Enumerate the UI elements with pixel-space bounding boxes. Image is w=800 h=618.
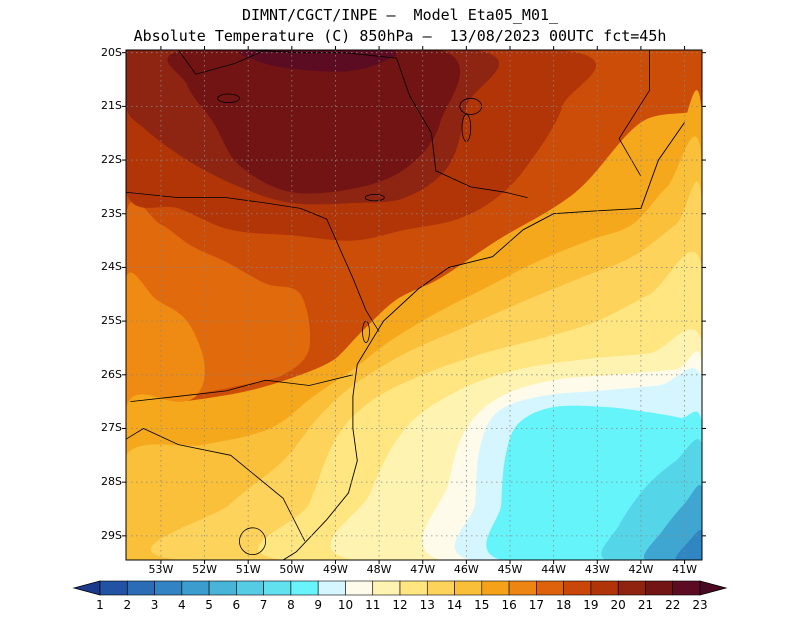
colorbar-swatch xyxy=(645,580,674,596)
colorbar-label: 17 xyxy=(528,598,544,612)
lake-3 xyxy=(364,194,385,202)
colorbar-swatch xyxy=(126,580,155,596)
colorbar-swatch xyxy=(399,580,428,596)
colorbar-swatch xyxy=(372,580,401,596)
lat-label: 25S xyxy=(101,314,122,328)
lat-label: 27S xyxy=(101,421,122,435)
colorbar-label: 8 xyxy=(287,598,295,612)
colorbar-swatch xyxy=(454,580,483,596)
colorbar-label: 2 xyxy=(123,598,132,612)
colorbar-swatch xyxy=(536,580,564,596)
state-border-6 xyxy=(126,428,306,542)
colorbar-swatch xyxy=(154,580,183,596)
colorbar-label: 18 xyxy=(555,598,572,612)
colorbar-arrow-high xyxy=(699,580,728,596)
lake-5 xyxy=(239,527,267,556)
lake-1 xyxy=(217,93,240,104)
lon-label: 51W xyxy=(235,563,261,576)
lon-label: 44W xyxy=(541,563,567,576)
colorbar-label: 14 xyxy=(446,598,463,612)
lat-label: 22S xyxy=(101,153,122,167)
coastline xyxy=(282,122,685,560)
colorbar-swatch xyxy=(481,580,510,596)
lon-label: 48W xyxy=(366,563,392,576)
colorbar-label: 4 xyxy=(177,598,186,612)
colorbar-label: 16 xyxy=(501,598,517,612)
colorbar-swatch xyxy=(290,580,319,596)
lon-label: 46W xyxy=(453,563,479,576)
colorbar-label: 15 xyxy=(474,598,490,612)
lon-label: 50W xyxy=(279,563,305,576)
lon-label: 52W xyxy=(192,563,217,576)
colorbar-swatch xyxy=(99,580,128,596)
colorbar-swatch xyxy=(181,580,210,596)
lat-label: 23S xyxy=(101,206,122,220)
colorbar-label: 5 xyxy=(205,598,213,612)
colorbar-label: 21 xyxy=(637,598,654,612)
lon-label: 53W xyxy=(148,563,174,576)
colorbar-swatch xyxy=(345,580,374,596)
colorbar-label: 1 xyxy=(96,598,104,612)
colorbar-label: 10 xyxy=(337,598,354,612)
colorbar-label: 11 xyxy=(365,598,381,612)
lon-label: 42W xyxy=(628,563,654,576)
state-border-1 xyxy=(130,374,353,402)
colorbar-label: 23 xyxy=(692,598,708,612)
lon-label: 43W xyxy=(584,563,610,576)
colorbar-label: 9 xyxy=(314,598,322,612)
colorbar-swatch xyxy=(263,580,292,596)
lat-label: 20S xyxy=(101,45,122,59)
state-border-3 xyxy=(178,50,266,75)
temp-region-23c xyxy=(239,50,397,72)
colorbar-label: 22 xyxy=(665,598,681,612)
colorbar-label: 12 xyxy=(392,598,408,612)
map-title-line-2: Absolute Temperature (C) 850hPa — 13/08/… xyxy=(133,27,667,45)
geographic-lines xyxy=(126,50,685,560)
colorbar-label: 13 xyxy=(419,598,435,612)
lon-label: 47W xyxy=(410,563,436,576)
colorbar-swatch xyxy=(208,580,237,596)
colorbar-swatch xyxy=(317,580,346,596)
colorbar-swatch xyxy=(236,580,264,596)
plot-frame xyxy=(125,49,703,561)
colorbar-label: 6 xyxy=(232,598,241,612)
axis-ticks xyxy=(122,46,706,564)
temp-region-17c xyxy=(126,272,205,421)
colorbar-swatch xyxy=(563,580,592,596)
colorbar-swatch xyxy=(672,580,701,596)
temp-region-7c xyxy=(643,485,702,560)
lat-label: 21S xyxy=(101,99,122,113)
lat-label: 26S xyxy=(101,367,122,381)
colorbar-arrow-low xyxy=(72,580,101,596)
colorbar-label: 20 xyxy=(610,598,626,612)
colorbar-swatch xyxy=(508,580,537,596)
lat-label: 24S xyxy=(101,260,122,274)
colorbar-label: 3 xyxy=(150,598,159,612)
colorbar-swatch xyxy=(590,580,619,596)
state-border-2 xyxy=(126,191,380,333)
colorbar-label: 7 xyxy=(259,598,268,612)
state-border-5 xyxy=(618,50,650,177)
lon-label: 41W xyxy=(672,563,697,576)
lat-lon-grid xyxy=(126,50,702,560)
temp-region-22c xyxy=(167,50,461,194)
colorbar-swatch xyxy=(617,580,646,596)
colorbar-label: 19 xyxy=(583,598,599,612)
lat-label: 28S xyxy=(101,475,122,489)
lon-label: 45W xyxy=(497,563,523,576)
colorbar xyxy=(72,580,728,596)
lat-label: 29S xyxy=(101,528,122,542)
temperature-field xyxy=(126,50,702,560)
temp-region-6c xyxy=(675,529,702,560)
colorbar-swatch xyxy=(426,580,455,596)
lon-label: 49W xyxy=(323,563,348,576)
map-title-line-1: DIMNT/CGCT/INPE — Model Eta05_M01_ xyxy=(241,6,559,24)
